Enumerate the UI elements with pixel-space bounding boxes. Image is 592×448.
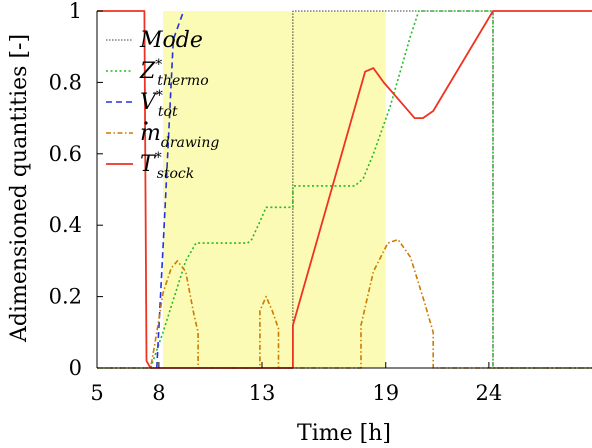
x-axis-label: Time [h] <box>297 421 391 446</box>
legend-label-0: Mode <box>139 28 203 53</box>
y-axis-label: Adimensioned quantities [-] <box>7 34 32 343</box>
series-line-1 <box>97 10 592 369</box>
series-line-4 <box>97 10 592 369</box>
legend-label-2: V* tot <box>140 88 178 120</box>
x-tick-label: 8 <box>152 381 165 405</box>
y-tick-label: 0.4 <box>49 213 82 237</box>
x-tick-label: 5 <box>90 381 103 405</box>
highlight-band <box>163 11 386 368</box>
axes-layer: 5 8 13 19 24 0 0.2 0.4 0.6 0.8 1 <box>49 0 592 405</box>
y-tick-label: 0.2 <box>49 285 82 309</box>
x-tick-label: 24 <box>476 381 503 405</box>
x-tick-label: 13 <box>249 381 276 405</box>
y-tick-label: 1 <box>69 0 82 23</box>
y-tick-label: 0.8 <box>49 70 82 94</box>
highlight-band-layer <box>163 11 386 368</box>
legend-label-3: mdrawing <box>140 121 219 151</box>
y-tick-label: 0.6 <box>49 142 82 166</box>
x-tick-label: 19 <box>372 381 399 405</box>
y-tick-label: 0 <box>69 356 82 380</box>
legend-label-1: Z* thermo <box>139 57 209 89</box>
series-line-3 <box>97 238 592 369</box>
legend-dot-3 <box>144 121 148 125</box>
legend-label-4: T* stock <box>140 150 194 182</box>
series-line-2 <box>156 10 185 369</box>
